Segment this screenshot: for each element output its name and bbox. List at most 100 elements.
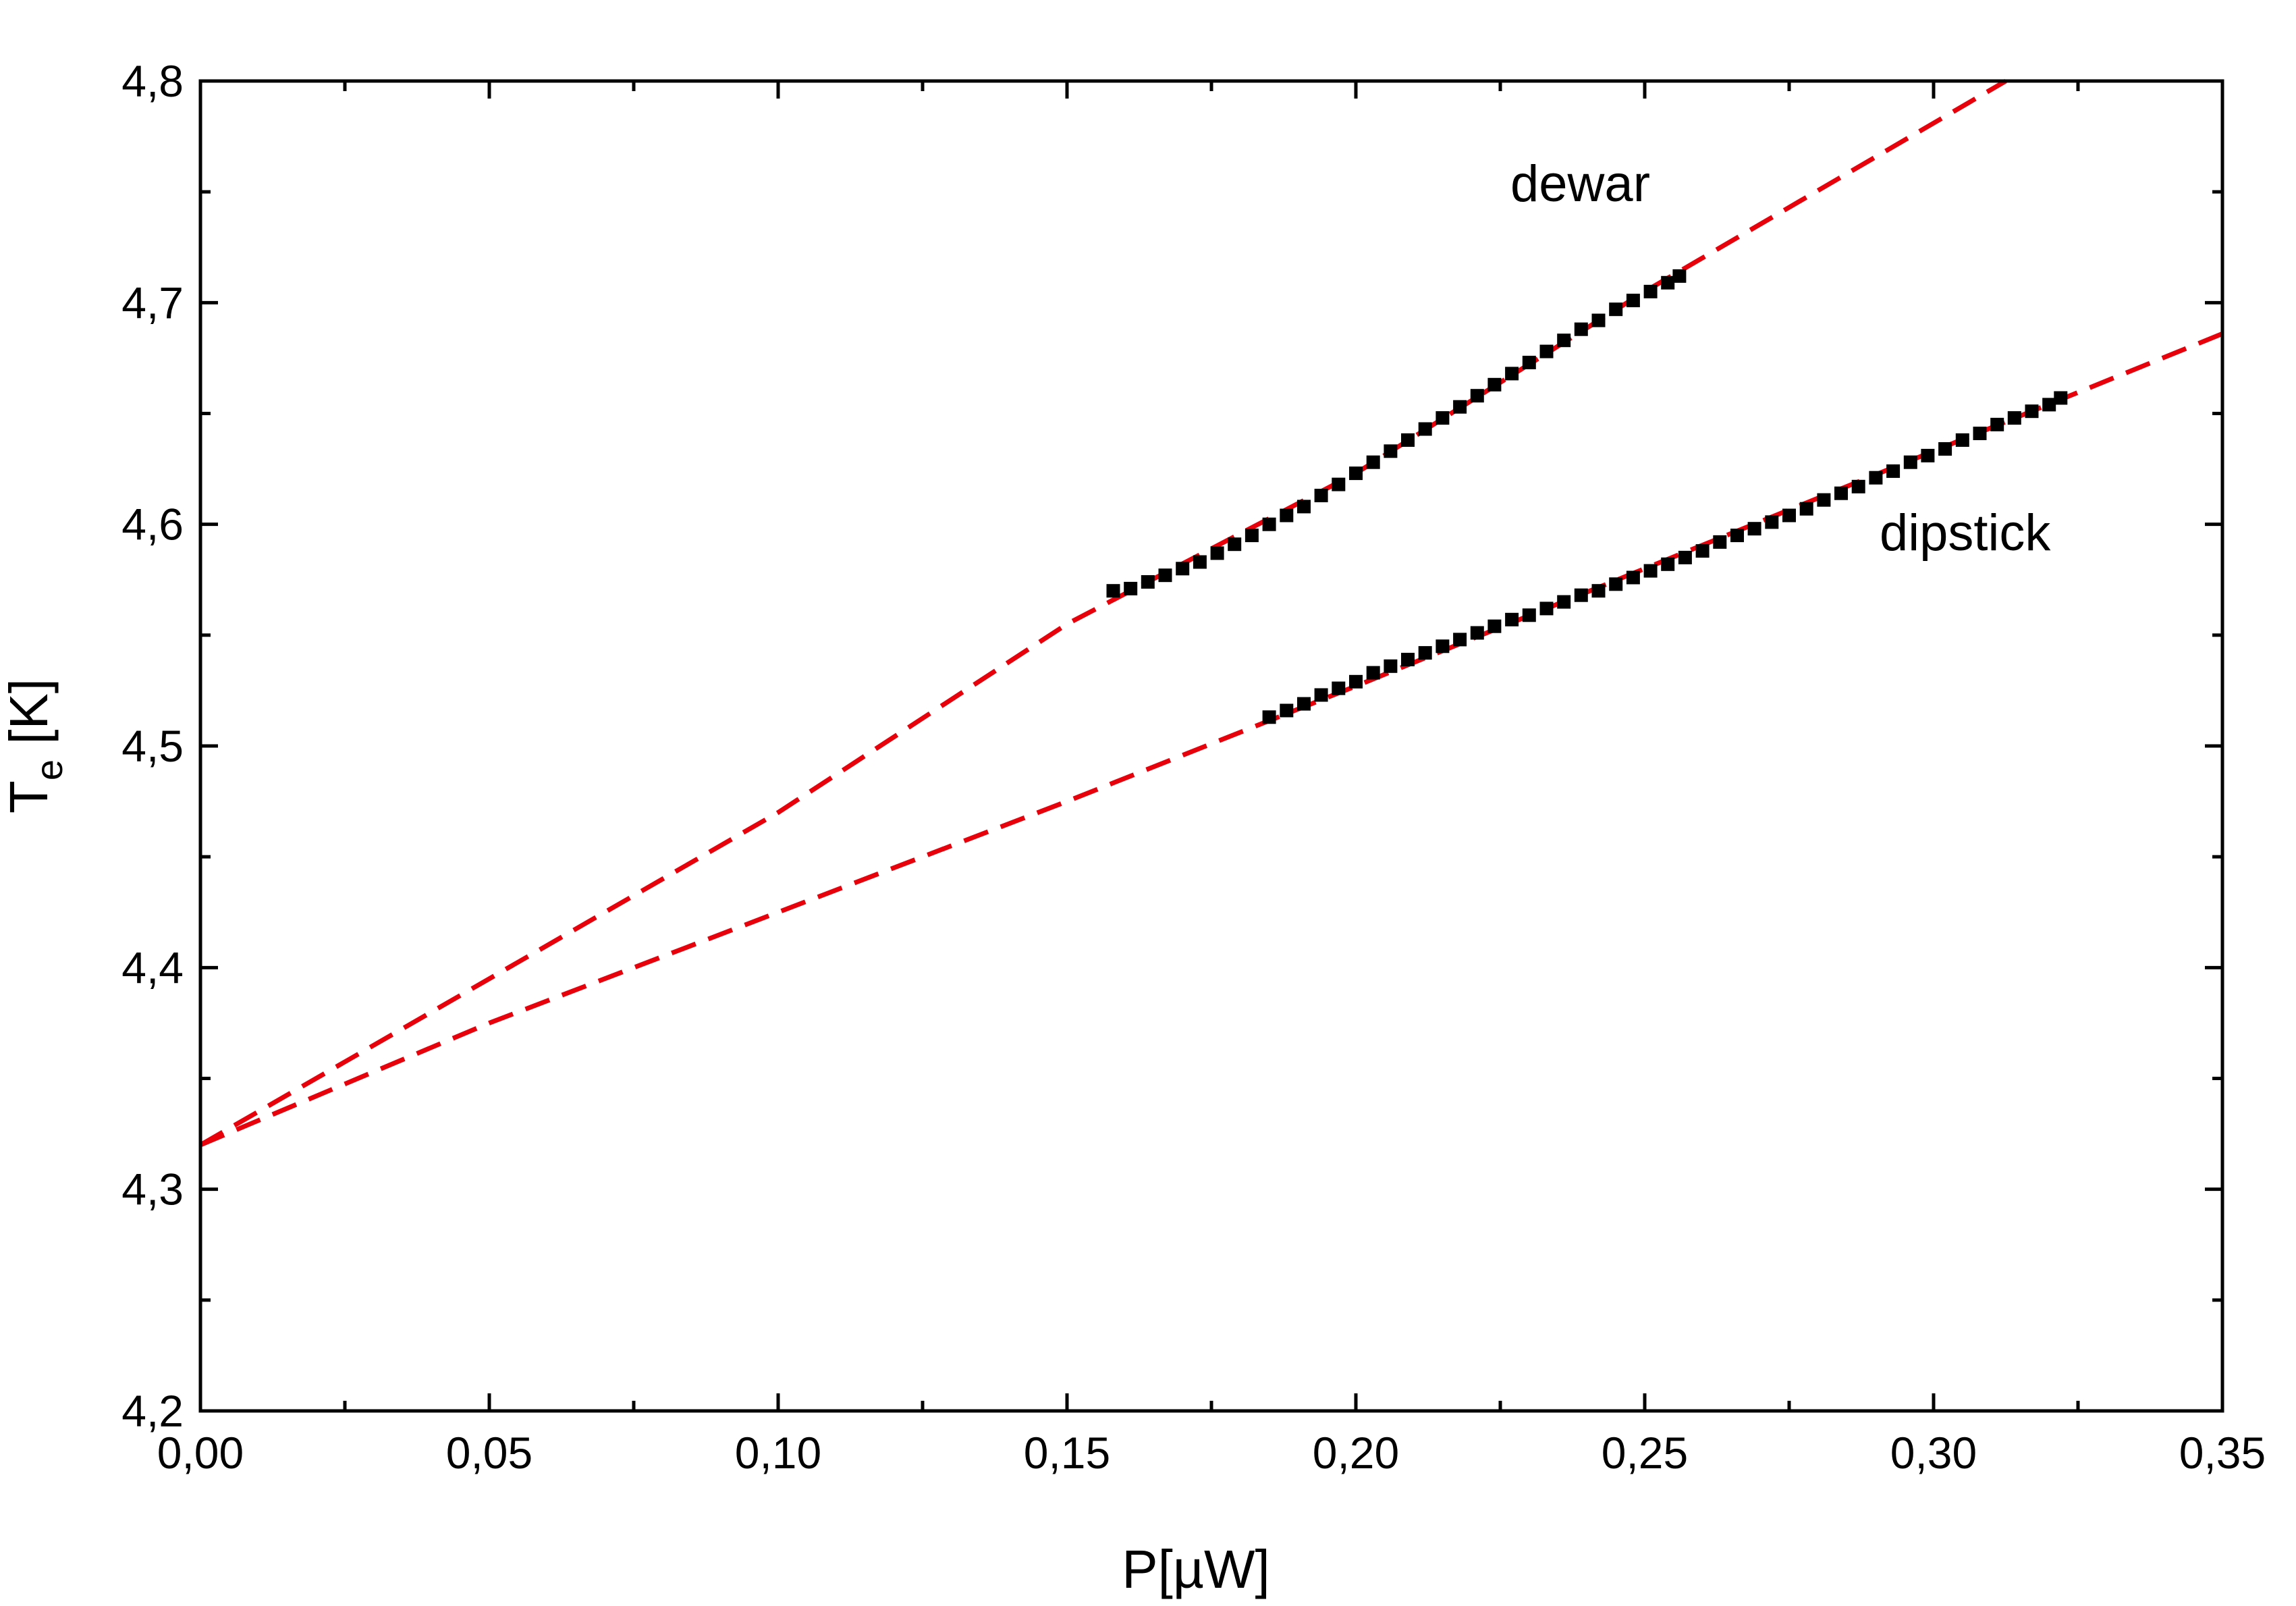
data-point-dipstick	[1453, 633, 1467, 647]
y-tick-label: 4,8	[121, 56, 184, 106]
y-tick-label: 4,3	[121, 1165, 184, 1214]
data-point-dipstick	[1695, 544, 1710, 558]
data-point-dipstick	[1280, 703, 1294, 718]
data-point-dipstick	[1626, 570, 1640, 585]
data-point-dipstick	[1973, 427, 1987, 440]
data-point-dewar	[1332, 477, 1346, 491]
y-tick-label: 4,7	[121, 277, 184, 327]
data-point-dewar	[1124, 581, 1138, 595]
data-point-dewar	[1106, 584, 1120, 598]
y-axis-title-subscript: e	[28, 759, 70, 780]
data-point-dewar	[1643, 284, 1658, 298]
data-point-dipstick	[1834, 486, 1848, 500]
x-tick-label: 0,30	[1890, 1428, 1977, 1478]
annotation-dipstick: dipstick	[1880, 504, 2051, 562]
data-point-dewar	[1210, 546, 1224, 560]
data-point-dewar	[1453, 400, 1467, 414]
data-point-dipstick	[1297, 697, 1311, 711]
x-tick-label: 0,05	[446, 1428, 532, 1478]
data-point-dipstick	[1730, 529, 1744, 543]
x-tick-label: 0,00	[157, 1428, 244, 1478]
data-point-dipstick	[1470, 626, 1484, 640]
data-point-dewar	[1436, 411, 1450, 425]
y-axis-title: Te [K]	[0, 678, 70, 813]
annotation-dewar: dewar	[1510, 155, 1650, 213]
fit-lines	[199, 78, 2224, 1148]
data-point-dewar	[1609, 302, 1623, 317]
data-point-dewar	[1672, 269, 1687, 283]
y-axis-title-main: T	[0, 780, 59, 813]
fit-line-dewar	[199, 78, 2007, 1148]
data-point-dipstick	[1851, 479, 1865, 493]
y-tick-label: 4,4	[121, 942, 184, 992]
data-point-dipstick	[1799, 502, 1813, 516]
data-point-dipstick	[1505, 612, 1519, 626]
data-point-dipstick	[2007, 411, 2021, 425]
data-point-dipstick	[1869, 471, 1883, 485]
data-point-dewar	[1280, 508, 1294, 523]
data-point-dewar	[1384, 444, 1398, 458]
data-point-dewar	[1401, 433, 1415, 447]
data-point-dipstick	[1262, 710, 1276, 724]
data-point-dipstick	[1765, 515, 1779, 529]
data-point-dewar	[1366, 455, 1380, 469]
data-point-dipstick	[1713, 535, 1727, 549]
data-point-dewar	[1176, 562, 1190, 576]
data-point-dipstick	[1557, 595, 1571, 609]
data-point-dipstick	[1747, 522, 1761, 536]
data-point-dipstick	[1955, 433, 1969, 447]
data-point-dipstick	[1609, 577, 1623, 591]
data-point-dewar	[1228, 537, 1242, 552]
data-point-dipstick	[1314, 688, 1328, 702]
data-point-dewar	[1245, 529, 1259, 543]
y-tick-label: 4,5	[121, 721, 184, 771]
data-point-dipstick	[1782, 508, 1796, 523]
data-point-dewar	[1141, 575, 1155, 589]
data-points	[1106, 269, 2068, 724]
data-point-dipstick	[1418, 646, 1432, 660]
data-point-dipstick	[1349, 674, 1363, 689]
data-point-dipstick	[1574, 588, 1588, 602]
data-point-dipstick	[1366, 666, 1380, 680]
y-axis-title-unit: [K]	[0, 678, 59, 759]
data-point-dewar	[1557, 333, 1571, 348]
data-point-dipstick	[2054, 391, 2068, 405]
data-point-dewar	[1505, 367, 1519, 381]
data-point-dewar	[1262, 517, 1276, 531]
x-axis-title: P[µW]	[1122, 1539, 1269, 1599]
data-point-dipstick	[1921, 448, 1935, 462]
data-point-dewar	[1314, 489, 1328, 502]
y-tick-label: 4,2	[121, 1386, 184, 1436]
data-point-dipstick	[1384, 659, 1398, 673]
x-tick-label: 0,35	[2179, 1428, 2266, 1478]
data-point-dewar	[1470, 389, 1484, 403]
data-point-dipstick	[1591, 584, 1606, 598]
data-point-dewar	[1297, 500, 1311, 514]
data-point-dewar	[1349, 466, 1363, 481]
data-point-dewar	[1193, 555, 1207, 569]
data-point-dipstick	[1678, 550, 1692, 564]
data-point-dipstick	[1903, 455, 1917, 469]
fit-line-dipstick	[199, 331, 2224, 1148]
data-point-dewar	[1539, 344, 1554, 358]
data-point-dipstick	[1661, 557, 1675, 571]
data-point-dewar	[1418, 422, 1432, 436]
data-point-dewar	[1158, 568, 1172, 583]
x-tick-label: 0,20	[1313, 1428, 1399, 1478]
data-point-dipstick	[1539, 601, 1554, 616]
data-point-dewar	[1574, 322, 1588, 336]
data-point-dipstick	[1487, 619, 1502, 633]
axis-ticks: 0,00 0,05 0,10 0,15 0,20 0,25 0,30 0,35 4,2 4,3 4,…	[121, 56, 2266, 1478]
data-point-dipstick	[1990, 417, 2004, 431]
data-point-dipstick	[1332, 681, 1346, 695]
plot-frame	[198, 79, 2224, 1413]
data-point-dipstick	[1643, 564, 1658, 578]
data-point-dipstick	[1401, 653, 1415, 666]
data-point-dipstick	[1817, 493, 1831, 507]
x-tick-label: 0,10	[735, 1428, 821, 1478]
data-point-dewar	[1591, 313, 1606, 327]
data-point-dewar	[1522, 356, 1536, 369]
data-point-dewar	[1661, 275, 1675, 290]
data-point-dipstick	[1886, 464, 1901, 478]
